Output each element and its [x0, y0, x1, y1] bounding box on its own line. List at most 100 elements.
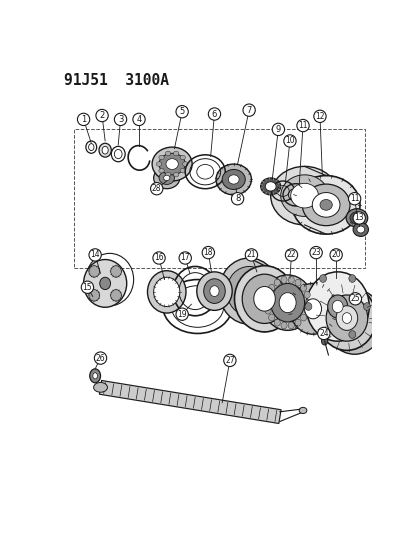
Ellipse shape — [290, 183, 318, 208]
Ellipse shape — [261, 275, 312, 330]
Ellipse shape — [270, 284, 304, 322]
Ellipse shape — [93, 383, 107, 392]
Ellipse shape — [345, 209, 367, 227]
Ellipse shape — [292, 175, 359, 234]
Ellipse shape — [242, 274, 286, 324]
Text: 91J51  3100A: 91J51 3100A — [64, 73, 169, 88]
Ellipse shape — [305, 272, 368, 341]
Ellipse shape — [348, 274, 355, 282]
Circle shape — [309, 246, 321, 259]
Ellipse shape — [327, 295, 347, 318]
Ellipse shape — [180, 155, 185, 160]
Circle shape — [77, 113, 90, 126]
Text: 14: 14 — [90, 251, 100, 260]
Circle shape — [96, 109, 108, 122]
Text: 23: 23 — [311, 248, 320, 257]
Ellipse shape — [299, 407, 306, 414]
Ellipse shape — [153, 167, 179, 189]
Circle shape — [285, 249, 297, 261]
Circle shape — [89, 249, 101, 261]
Text: 5: 5 — [179, 107, 184, 116]
Ellipse shape — [218, 258, 278, 324]
Ellipse shape — [226, 266, 271, 316]
Ellipse shape — [319, 274, 326, 282]
Ellipse shape — [305, 299, 311, 306]
Circle shape — [179, 252, 191, 264]
Text: 2: 2 — [99, 111, 104, 120]
Text: 7: 7 — [246, 106, 251, 115]
Text: 8: 8 — [234, 194, 240, 203]
Circle shape — [329, 249, 342, 261]
Ellipse shape — [234, 265, 294, 332]
Ellipse shape — [93, 373, 97, 379]
Circle shape — [176, 308, 188, 320]
Ellipse shape — [159, 168, 164, 173]
Ellipse shape — [363, 303, 370, 310]
Text: 10: 10 — [285, 136, 294, 146]
Circle shape — [223, 354, 235, 367]
Ellipse shape — [173, 151, 178, 156]
Ellipse shape — [321, 337, 327, 345]
Circle shape — [244, 249, 257, 261]
Ellipse shape — [159, 172, 174, 184]
Ellipse shape — [153, 277, 179, 306]
Ellipse shape — [304, 292, 309, 298]
Ellipse shape — [317, 286, 375, 350]
Ellipse shape — [102, 147, 108, 154]
Ellipse shape — [325, 289, 383, 354]
Text: 9: 9 — [275, 125, 280, 134]
Text: 22: 22 — [286, 251, 296, 260]
Text: 3: 3 — [118, 115, 123, 124]
Ellipse shape — [265, 182, 275, 191]
Circle shape — [352, 212, 365, 224]
Circle shape — [133, 113, 145, 126]
Text: 20: 20 — [330, 251, 340, 260]
Ellipse shape — [268, 314, 274, 321]
Ellipse shape — [166, 159, 178, 169]
Ellipse shape — [163, 175, 169, 181]
Ellipse shape — [335, 306, 357, 330]
Text: 18: 18 — [203, 248, 213, 257]
Ellipse shape — [301, 184, 349, 225]
Ellipse shape — [228, 175, 239, 184]
Text: 24: 24 — [318, 329, 328, 338]
Ellipse shape — [156, 161, 161, 166]
Text: 28: 28 — [152, 184, 161, 193]
Ellipse shape — [294, 319, 300, 326]
Ellipse shape — [89, 265, 100, 277]
Circle shape — [283, 135, 295, 147]
Text: 11: 11 — [349, 194, 358, 203]
Text: 4: 4 — [136, 115, 141, 124]
Ellipse shape — [273, 319, 280, 326]
Ellipse shape — [300, 284, 306, 291]
Ellipse shape — [216, 164, 251, 195]
Ellipse shape — [325, 295, 367, 341]
Circle shape — [231, 192, 243, 205]
Ellipse shape — [300, 314, 306, 321]
Circle shape — [272, 123, 284, 135]
Ellipse shape — [311, 192, 339, 217]
Ellipse shape — [196, 272, 232, 310]
Ellipse shape — [90, 369, 100, 383]
Ellipse shape — [165, 172, 171, 177]
Ellipse shape — [99, 143, 111, 157]
Text: 21: 21 — [246, 251, 256, 260]
Ellipse shape — [100, 277, 110, 289]
Text: 6: 6 — [211, 109, 217, 118]
Ellipse shape — [319, 330, 326, 338]
Polygon shape — [99, 381, 280, 423]
Ellipse shape — [173, 172, 178, 177]
Text: 13: 13 — [354, 213, 363, 222]
Ellipse shape — [349, 212, 363, 224]
Ellipse shape — [342, 313, 351, 324]
Text: 1: 1 — [81, 115, 86, 124]
Text: 19: 19 — [177, 310, 187, 319]
Ellipse shape — [278, 293, 295, 313]
Ellipse shape — [332, 301, 342, 313]
Ellipse shape — [263, 299, 269, 306]
Ellipse shape — [152, 147, 192, 181]
Ellipse shape — [83, 260, 126, 308]
Ellipse shape — [273, 279, 280, 286]
Ellipse shape — [268, 284, 274, 291]
Ellipse shape — [260, 178, 280, 195]
